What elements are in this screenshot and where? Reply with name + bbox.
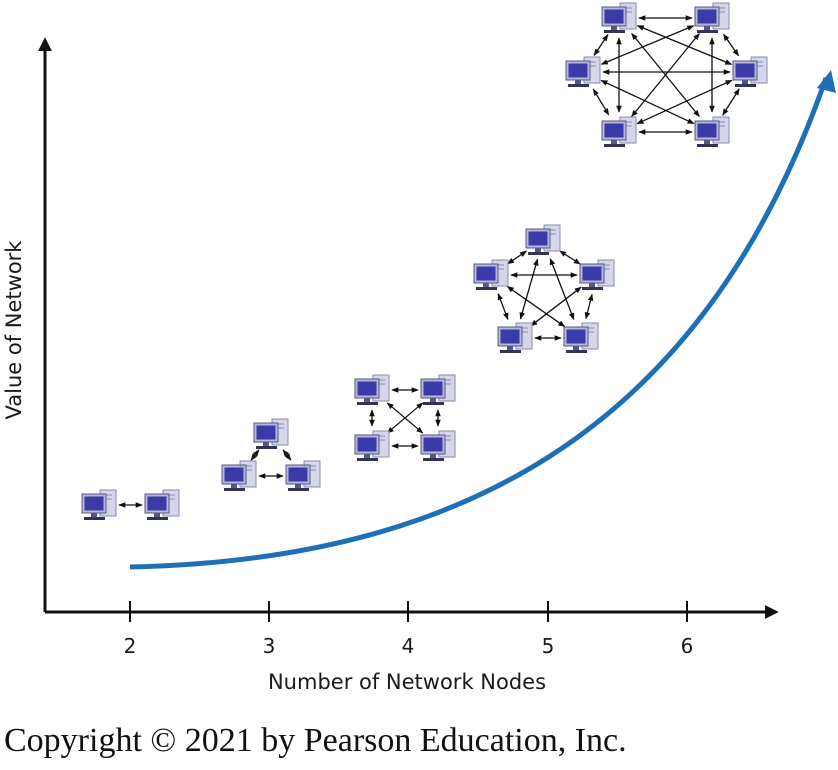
- x-tick-label: 3: [262, 634, 276, 658]
- computer-icon: [694, 2, 730, 33]
- computer-icon: [579, 259, 615, 290]
- value-growth-curve: [129, 77, 829, 570]
- network-link: [282, 449, 292, 461]
- computer-icon: [354, 430, 390, 461]
- x-tick-label: 2: [123, 634, 137, 658]
- x-tick-label: 5: [541, 634, 555, 658]
- computer-icon: [221, 460, 257, 491]
- network-link: [593, 34, 609, 56]
- computer-icon: [420, 374, 456, 405]
- network-link: [722, 33, 740, 57]
- network-link: [497, 293, 509, 320]
- network-links: [118, 15, 740, 508]
- computer-icon: [285, 460, 321, 491]
- computer-icon: [601, 2, 637, 33]
- network-link: [592, 88, 610, 116]
- network-link: [549, 257, 575, 321]
- curve-arrowhead: [817, 70, 836, 93]
- computer-icon: [497, 322, 533, 353]
- network-link: [559, 250, 581, 265]
- computer-icon: [420, 430, 456, 461]
- network-link: [584, 293, 594, 320]
- x-axis-ticks: [129, 601, 688, 622]
- computer-icon: [253, 418, 289, 449]
- computer-icon: [473, 259, 509, 290]
- computer-icon: [81, 489, 117, 520]
- network-link: [386, 402, 424, 434]
- computer-icon: [694, 116, 730, 147]
- network-nodes: [81, 2, 768, 520]
- computer-icon: [354, 374, 390, 405]
- network-link: [530, 286, 582, 327]
- x-tick-label: 6: [680, 634, 694, 658]
- computer-icon: [565, 56, 601, 87]
- computer-icon: [525, 224, 561, 255]
- x-axis-label: Number of Network Nodes: [267, 670, 547, 694]
- network-link: [636, 79, 733, 125]
- network-link: [722, 88, 740, 116]
- network-link: [519, 258, 539, 320]
- computer-icon: [144, 489, 180, 520]
- computer-icon: [563, 322, 599, 353]
- network-link: [600, 79, 695, 125]
- network-link: [507, 250, 527, 265]
- y-axis-label: Value of Network: [2, 240, 26, 420]
- computer-icon: [601, 116, 637, 147]
- computer-icon: [732, 56, 768, 87]
- x-tick-label: 4: [401, 634, 415, 658]
- network-link: [250, 449, 260, 461]
- copyright-notice: Copyright © 2021 by Pearson Education, I…: [4, 722, 627, 759]
